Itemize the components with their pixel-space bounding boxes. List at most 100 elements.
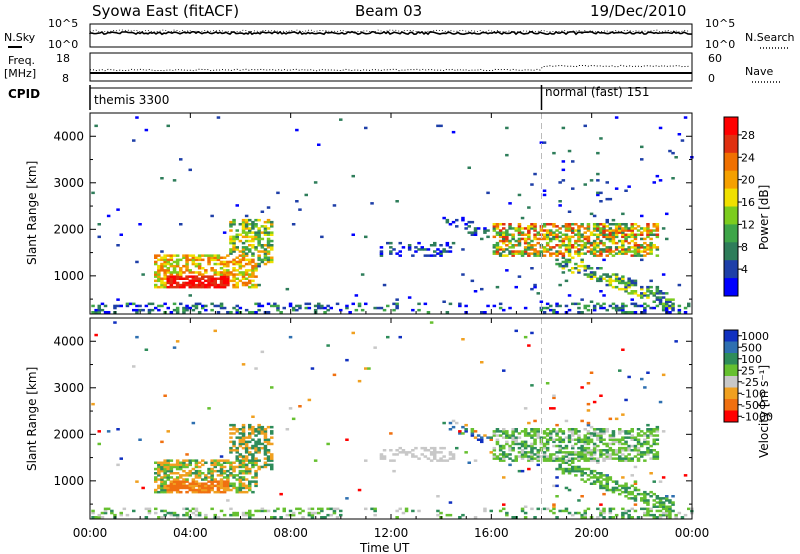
range-gate-cell [527,237,531,241]
range-gate-cell [586,423,591,427]
range-gate-cell [596,225,600,228]
range-gate-cell [646,246,650,249]
range-gate-cell [561,233,566,236]
range-gate-cell [683,116,688,119]
range-gate-cell [611,486,616,490]
range-gate-cell [561,260,566,264]
range-gate-cell [182,486,186,490]
range-gate-cell [166,463,170,467]
range-gate-cell [574,457,578,460]
range-gate-cell [445,311,450,314]
range-gate-cell [266,311,271,314]
range-gate-cell [248,248,252,251]
range-gate-cell [345,304,349,308]
range-gate-cell [157,285,161,289]
range-gate-cell [508,434,512,437]
range-gate-cell [213,304,217,308]
range-gate-cell [279,492,283,496]
range-gate-cell [621,304,625,308]
range-gate-cell [241,432,246,435]
range-gate-cell [549,308,553,312]
range-gate-cell [194,484,199,488]
range-gate-cell [210,474,214,477]
range-gate-cell [517,252,522,255]
range-gate-cell [671,308,675,312]
range-gate-cell [618,227,622,230]
range-gate-cell [614,252,619,255]
range-gate-cell [179,285,183,289]
range-gate-cell [235,248,239,251]
range-gate-cell [241,271,246,274]
range-gate-cell [602,250,606,253]
range-gate-cell [257,250,261,253]
range-gate-cell [179,476,183,479]
range-gate-cell [219,455,224,458]
range-gate-cell [210,214,214,218]
range-gate-cell [567,260,572,264]
range-gate-cell [627,248,631,251]
range-gate-cell [244,214,249,218]
range-gate-cell [599,394,603,397]
range-gate-cell [608,246,613,249]
range-gate-cell [571,231,575,234]
range-gate-cell [307,513,312,517]
range-gate-cell [618,442,622,446]
range-gate-cell [248,472,252,475]
range-gate-cell [624,446,628,450]
range-gate-cell [257,440,261,444]
range-gate-cell [643,308,647,312]
range-gate-cell [636,453,641,456]
range-gate-cell [624,482,628,485]
range-gate-cell [580,516,584,519]
range-gate-cell [592,432,597,435]
range-gate-cell [655,304,660,308]
range-gate-cell [251,444,255,448]
range-gate-cell [238,267,243,270]
range-gate-cell [533,237,537,241]
range-gate-cell [260,465,265,469]
range-gate-cell [655,233,660,236]
range-gate-cell [219,478,224,481]
range-gate-cell [599,241,603,245]
range-gate-cell [495,434,500,437]
range-gate-cell [260,210,265,213]
range-gate-cell [229,482,233,485]
range-gate-cell [514,329,518,333]
range-gate-cell [583,467,587,471]
range-gate-cell [665,511,669,515]
range-gate-cell [166,306,170,310]
range-gate-cell [154,306,158,310]
range-gate-cell [197,472,202,475]
range-gate-cell [147,308,152,312]
range-gate-cell [166,269,170,272]
range-gate-cell [248,432,252,435]
range-gate-cell [633,241,638,245]
range-gate-cell [508,463,512,467]
range-gate-cell [527,459,531,462]
range-gate-cell [523,440,528,444]
range-gate-cell [564,227,569,230]
range-gate-cell [229,260,233,264]
range-gate-cell [561,252,566,255]
beam-title: Beam 03 [355,2,422,20]
range-gate-cell [442,446,446,450]
range-gate-cell [649,244,653,247]
range-gate-cell [232,432,236,435]
range-gate-cell [592,453,597,456]
range-gate-cell [251,285,255,289]
range-gate-cell [251,264,255,268]
range-gate-cell [207,467,211,471]
range-gate-cell [658,513,663,517]
range-gate-cell [530,384,534,387]
range-gate-cell [574,252,578,255]
range-gate-cell [621,252,625,255]
range-gate-cell [172,486,177,490]
range-gate-cell [530,457,534,460]
range-gate-cell [207,488,211,492]
range-gate-cell [251,283,255,287]
range-gate-cell [596,179,600,182]
range-gate-cell [577,465,581,469]
range-gate-cell [367,367,371,370]
range-gate-cell [467,231,471,234]
range-gate-cell [630,457,634,460]
